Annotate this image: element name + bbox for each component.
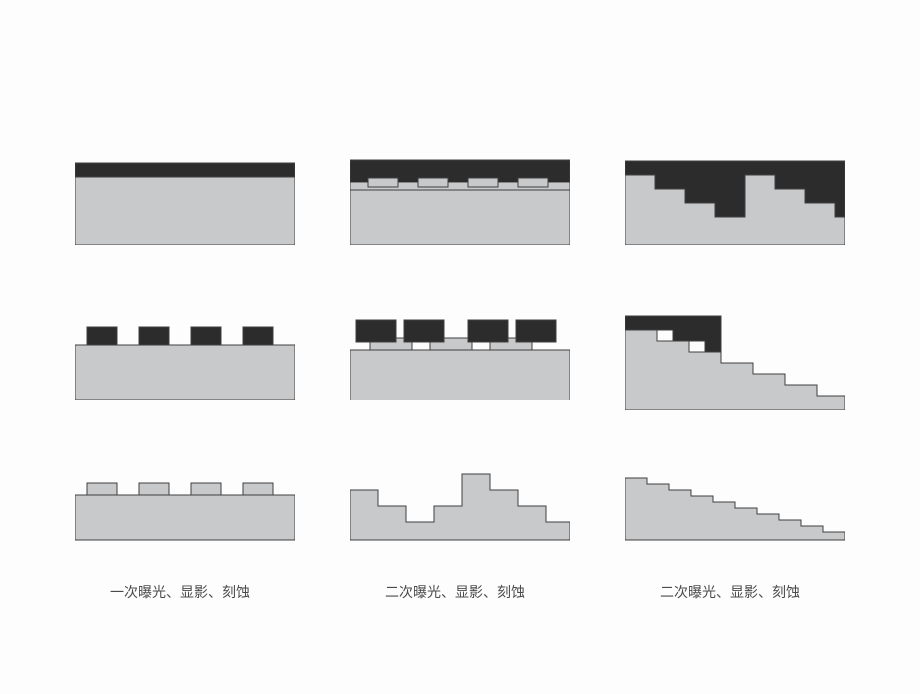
panel-r2c1: [350, 460, 570, 550]
panel-r2c2: [625, 460, 845, 550]
panel-r0c2: [625, 155, 845, 245]
panel-r1c0: [75, 310, 295, 400]
panel-r2c0: [75, 460, 295, 550]
panel-r1c1: [350, 310, 570, 400]
caption-col-2: 二次曝光、显影、刻蚀: [660, 582, 800, 602]
caption-col-1: 二次曝光、显影、刻蚀: [385, 582, 525, 602]
panel-r1c2: [625, 310, 845, 410]
panel-r0c0: [75, 155, 295, 245]
caption-col-0: 一次曝光、显影、刻蚀: [110, 582, 250, 602]
panel-r0c1: [350, 155, 570, 245]
